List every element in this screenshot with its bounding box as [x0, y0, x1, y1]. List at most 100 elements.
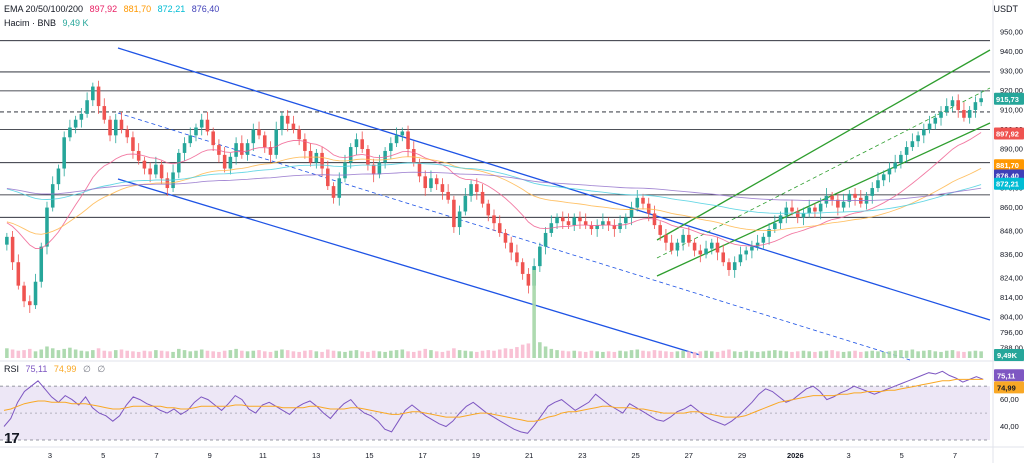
candle-body — [188, 135, 193, 144]
candle-body — [102, 106, 107, 120]
volume-bar — [85, 351, 89, 358]
volume-bar — [434, 351, 439, 358]
candle-body — [687, 234, 691, 243]
descending-channel-upper — [117, 47, 991, 321]
volume-bar — [234, 348, 238, 358]
volume-bar — [417, 350, 422, 358]
rsi-value: 75,11 — [25, 364, 48, 374]
candle-body — [159, 164, 164, 179]
price-tick-label: 824,00 — [1000, 273, 1023, 282]
volume-bar — [188, 351, 193, 358]
volume-bar — [652, 350, 657, 358]
candle-body — [268, 147, 273, 155]
rsi-badge — [994, 381, 1024, 394]
volume-bar — [228, 350, 233, 358]
volume-bar — [411, 351, 416, 358]
volume-bar — [394, 350, 399, 358]
volume-bar — [773, 350, 777, 358]
time-tick-label: 11 — [259, 451, 267, 460]
volume-bar — [354, 350, 359, 358]
volume-bar — [343, 351, 347, 358]
candle-body — [262, 135, 267, 148]
volume-bar — [755, 351, 760, 358]
candle-body — [480, 191, 485, 204]
candle-body — [108, 119, 112, 136]
candle-body — [320, 152, 324, 169]
volume-bar — [314, 351, 319, 358]
candle-body — [624, 217, 628, 224]
candle-body — [331, 186, 336, 198]
volume-bar — [389, 350, 393, 358]
volume-bar — [635, 349, 640, 358]
volume-bar — [664, 351, 668, 358]
candle-body — [950, 100, 955, 107]
time-tick-label: 21 — [525, 451, 533, 460]
rsi-legend-label: RSI — [4, 364, 20, 374]
volume-bar — [698, 351, 703, 358]
candle-body — [337, 178, 342, 198]
candle-body — [366, 149, 370, 165]
volume-legend: Hacim · BNB 9,49 K — [4, 18, 93, 28]
volume-bar — [841, 351, 846, 358]
volume-bar — [171, 351, 175, 358]
volume-bar — [710, 351, 714, 358]
candle-body — [199, 119, 204, 128]
candle-body — [767, 229, 771, 237]
candle-body — [641, 197, 645, 204]
price-badge — [994, 92, 1024, 105]
volume-bar — [492, 350, 496, 358]
candle-body — [847, 193, 852, 202]
price-badge-label: 876,40 — [996, 172, 1019, 181]
volume-bar — [515, 347, 519, 358]
volume-bar — [790, 351, 794, 358]
volume-bar — [526, 343, 531, 358]
volume-bar — [532, 270, 536, 358]
candle-body — [595, 225, 599, 230]
volume-bar — [555, 350, 559, 358]
time-tick-label: 27 — [685, 451, 693, 460]
volume-bar — [818, 351, 823, 358]
volume-bar — [50, 348, 55, 358]
candle-body — [457, 211, 462, 228]
candle-body — [377, 162, 382, 175]
volume-bar — [973, 350, 978, 358]
candle-body — [664, 234, 668, 243]
candle-body — [182, 143, 187, 153]
candle-body — [830, 195, 834, 200]
volume-bar — [274, 350, 278, 358]
price-tick-label: 920,00 — [1000, 86, 1023, 95]
candle-body — [881, 174, 886, 181]
candle-body — [761, 236, 766, 243]
volume-bar — [732, 351, 737, 358]
candle-body — [394, 135, 399, 144]
rsi-badge-label: 75,11 — [997, 371, 1015, 380]
volume-bar — [727, 349, 731, 358]
volume-badge-label: 9,49K — [997, 351, 1018, 360]
volume-bar — [257, 350, 261, 358]
candle-body — [973, 102, 978, 110]
volume-bar — [5, 348, 9, 358]
price-badge — [994, 177, 1024, 190]
candle-body — [50, 184, 55, 208]
candle-body — [927, 123, 932, 130]
volume-bar — [251, 350, 256, 358]
price-tick-label: 814,00 — [1000, 293, 1023, 302]
time-tick-label: 5 — [900, 451, 904, 460]
volume-bar — [583, 351, 588, 358]
volume-bar — [142, 350, 147, 358]
time-tick-label: 2026 — [787, 451, 804, 460]
volume-bar — [10, 349, 15, 358]
candle-body — [778, 215, 783, 224]
volume-bar — [113, 350, 118, 358]
volume-bar — [56, 350, 61, 358]
volume-bar — [268, 351, 273, 358]
volume-bar — [589, 350, 594, 358]
descending-channel-lower — [117, 178, 701, 356]
volume-bar — [578, 351, 582, 358]
currency-label[interactable]: USDT — [993, 4, 1019, 14]
price-tick-label: 940,00 — [1000, 47, 1023, 56]
volume-bar — [595, 351, 599, 358]
candle-body — [727, 262, 731, 271]
volume-bar — [944, 350, 949, 358]
